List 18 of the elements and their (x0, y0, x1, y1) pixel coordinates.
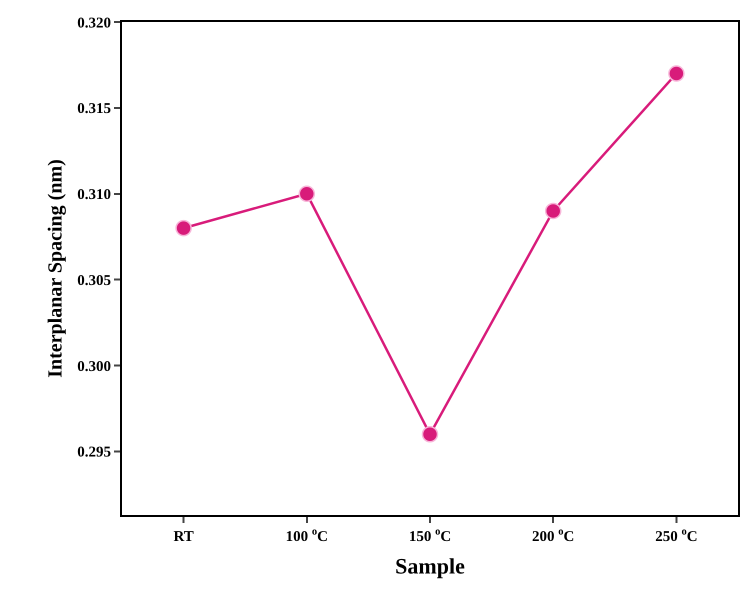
x-axis-title: Sample (395, 553, 466, 578)
y-tick-label: 0.310 (77, 187, 111, 204)
y-tick-label: 0.315 (77, 101, 111, 118)
point (175, 220, 192, 236)
y-tick-label: 0.295 (77, 444, 111, 461)
point (298, 186, 316, 202)
y-tick-label: 0.300 (77, 358, 111, 375)
point (544, 202, 562, 220)
x-tick-label: RT (173, 529, 194, 545)
y-tick-label: 0.305 (77, 272, 111, 289)
y-tick-label: 0.320 (77, 15, 111, 32)
x-tick-label: 150 $^{o}$C (408, 526, 452, 545)
x-tick-label: 200 $^{o}$C (532, 526, 574, 545)
point (668, 65, 685, 82)
point (422, 426, 438, 443)
x-tick-label: 100 $^{o}$C (286, 526, 328, 545)
y-axis-title: Interplanar Spacing (nm) (44, 159, 66, 378)
x-tick-label: 250 $^{o}$C (655, 526, 698, 545)
